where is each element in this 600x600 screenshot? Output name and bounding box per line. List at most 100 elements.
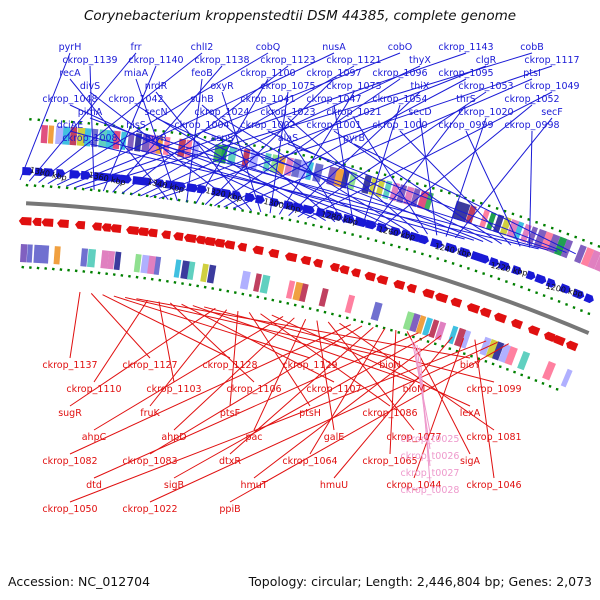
scale-label: 1380 kbp (29, 165, 68, 182)
forward-gene-label: clgR (476, 55, 497, 66)
cog-block (434, 321, 447, 341)
ruler-tick (288, 218, 292, 222)
forward-label-connector (135, 130, 475, 241)
ruler-tick (301, 305, 305, 309)
cog-block (491, 341, 505, 361)
forward-gene (559, 283, 571, 294)
cog-block (26, 244, 33, 263)
cog-block (292, 281, 304, 301)
ruler-tick (248, 294, 252, 297)
reverse-gene-label: ckrop_1064 (282, 456, 337, 467)
cog-block (504, 346, 518, 366)
ruler-tick (89, 188, 93, 192)
forward-gene-label: ckrop_1008 (62, 133, 117, 144)
reverse-label-connector (93, 299, 149, 383)
ruler-tick (433, 342, 437, 346)
forward-label-connector (84, 52, 533, 190)
forward-gene (444, 242, 458, 254)
reverse-gene (422, 288, 435, 299)
cog-block (200, 263, 209, 283)
forward-gene-label: frr (131, 42, 142, 53)
cog-block (422, 317, 434, 337)
scale-label: 1220 kbp (490, 261, 529, 278)
ruler-tick (580, 309, 583, 313)
forward-gene (488, 257, 500, 267)
reverse-label-connector (69, 324, 351, 455)
ruler-tick (566, 232, 570, 236)
ruler-tick (209, 203, 213, 207)
cog-block (370, 301, 383, 322)
reverse-gene-label: ckrop_1083 (122, 456, 177, 467)
forward-label-connector (149, 65, 487, 198)
cog-block (520, 223, 532, 243)
cog-block (479, 209, 490, 229)
forward-gene-label: ckrop_1095 (438, 68, 493, 79)
cog-block (312, 163, 324, 183)
ruler-tick (33, 184, 37, 188)
forward-label-connector (89, 65, 95, 190)
ruler-tick (25, 183, 29, 187)
ruler-tick (211, 287, 215, 290)
ruler-tick (217, 204, 221, 208)
ruler-tick (382, 326, 386, 330)
ruler-tick (520, 285, 523, 289)
ruler-tick (383, 173, 387, 177)
scale-label: 1200 kbp (545, 282, 584, 299)
cog-block (100, 250, 110, 269)
forward-gene (478, 253, 490, 264)
ruler-tick (187, 133, 190, 137)
trna-gene-label: ckrop_t0026 (401, 451, 460, 462)
trna-label-connector (419, 347, 431, 484)
cog-block (454, 327, 467, 348)
reverse-label-connector (149, 325, 363, 455)
ruler-tick (70, 120, 74, 124)
reverse-gene (137, 227, 149, 237)
ruler-tick (375, 324, 379, 328)
ruler-tick (358, 235, 362, 238)
cog-block (318, 287, 329, 307)
ruler-tick (353, 318, 357, 322)
reverse-gene-label: fruK (140, 408, 160, 419)
cog-block (560, 368, 573, 388)
forward-gene-label: thiX (411, 81, 430, 92)
reverse-gene (511, 318, 523, 330)
cog-block (594, 252, 600, 273)
forward-gene-label: suhB (190, 94, 214, 105)
scale-label: 1280 kbp (320, 210, 359, 227)
ruler-tick (390, 243, 393, 247)
ruler-tick (413, 250, 417, 254)
forward-gene (55, 168, 66, 178)
reverse-gene-label: dtxR (219, 456, 241, 467)
ruler-tick (338, 314, 342, 318)
forward-label-connector (419, 117, 438, 236)
ruler-tick (548, 384, 552, 388)
forward-gene-label: chlI2 (191, 42, 214, 53)
forward-label-connector (278, 91, 355, 215)
forward-gene-label: ckrop_1002 (240, 120, 295, 131)
ruler-tick (143, 276, 147, 280)
reverse-gene (268, 248, 280, 259)
reverse-gene (329, 262, 340, 273)
ruler-tick (105, 189, 109, 193)
trna-gene-label: ckrop_t0028 (401, 485, 460, 496)
ruler-tick (264, 213, 268, 217)
ruler-tick (405, 247, 409, 251)
accession-text: Accession: NC_012704 (8, 574, 151, 589)
cog-block (206, 264, 217, 284)
ruler-tick (150, 277, 154, 281)
cog-block (517, 350, 531, 371)
reverse-gene (528, 325, 541, 336)
forward-gene-label: ckrop_1052 (504, 94, 559, 105)
reverse-gene-label: ahpC (82, 432, 107, 443)
ruler-tick (225, 206, 229, 210)
forward-gene (69, 169, 81, 179)
reverse-gene-label: ckrop_1128 (202, 360, 257, 371)
forward-gene-label: ckrop_1049 (524, 81, 579, 92)
ruler-tick (367, 322, 371, 326)
ruler-tick (97, 271, 101, 275)
cog-block (53, 246, 61, 265)
ruler-tick (443, 259, 447, 263)
cog-block (107, 250, 116, 270)
ruler-tick (181, 282, 184, 285)
